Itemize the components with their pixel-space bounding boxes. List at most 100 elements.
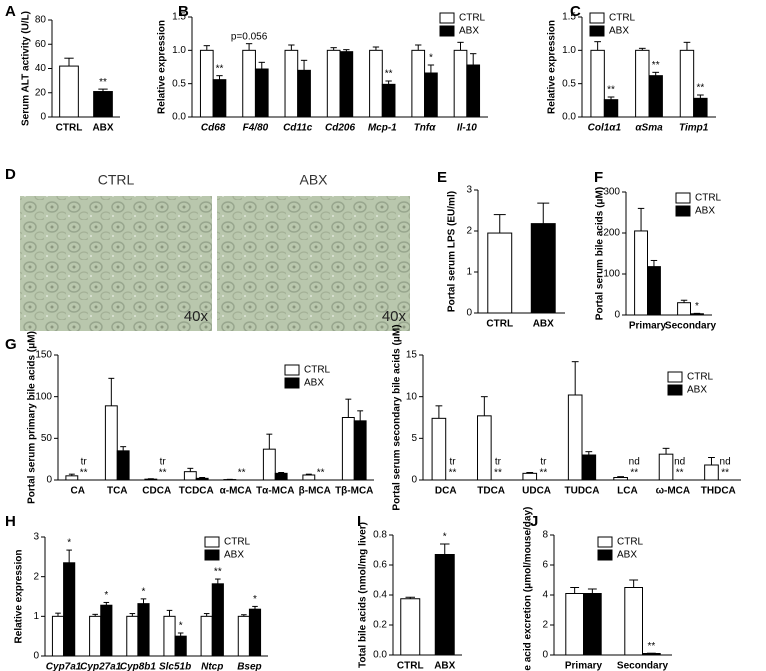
legend-label: ABX [224,550,244,561]
y-axis-label: Portal serum primary bile acids (μM) [27,331,38,504]
bar [565,593,584,656]
bar [341,417,355,481]
x-tick-label: F4/80 [243,123,269,134]
y-tick-label: 2 [542,620,548,631]
bar [59,65,79,118]
legend-swatch [597,536,613,548]
significance-label: ** [647,641,655,652]
y-tick-label: 0.0 [562,112,576,123]
x-tick-label: CTRL [56,123,83,134]
significance-label: ** [696,83,704,94]
legend-label: ABX [459,26,479,37]
significance-label: ** [652,60,660,71]
bar [63,562,76,657]
legend-swatch [284,364,300,376]
significance-label: ** [676,468,684,479]
significance-label: ** [385,69,393,80]
y-tick-label: 1.0 [172,45,186,56]
y-tick-label: 0 [614,310,620,321]
legend-swatch [589,12,605,24]
bar [642,653,661,656]
x-tick-label: CTRL [486,319,513,330]
y-tick-label: 0.5 [562,78,576,89]
y-tick-label: 0.4 [373,590,387,601]
x-tick-label: Cd11c [283,123,313,134]
y-tick-label: 40 [35,63,47,74]
x-tick-label: THDCA [701,486,736,497]
bar [254,68,269,118]
bar [583,593,602,656]
bar [530,223,556,314]
significance-label: ** [317,468,325,479]
note-label: tr [449,457,456,468]
bar [174,635,187,657]
note-label: nd [629,457,640,468]
y-tick-label: 0 [33,651,39,662]
y-tick-label: 0.5 [172,78,186,89]
legend-label: ABX [687,385,707,396]
magnification: 40x [184,308,209,325]
legend-swatch [675,205,691,217]
y-tick-label: 5 [411,433,417,444]
bar [453,49,468,118]
bar [104,405,118,481]
bar [487,232,513,314]
bar [381,83,396,118]
bar [590,49,605,118]
significance-label: p=0.056 [231,31,268,42]
x-tick-label: UDCA [522,486,551,497]
y-axis-label: Relative expression [157,20,168,114]
bar [434,554,455,656]
x-tick-label: Ntcp [201,662,223,671]
legend-swatch [284,377,300,389]
x-tick-label: Secondary [665,321,717,332]
bar [195,477,209,481]
bar [431,417,447,481]
y-tick-label: 20 [35,87,47,98]
legend-swatch [439,12,455,24]
significance-label: ** [539,468,547,479]
x-tick-label: Secondary [617,661,669,671]
x-tick-label: Mcp-1 [368,123,397,134]
legend-swatch [675,192,691,204]
x-tick-label: Tα-MCA [256,486,294,497]
magnification: 40x [382,308,407,325]
y-axis-label: Portal serum LPS (EU/ml) [447,191,458,312]
bar [424,72,438,118]
y-tick-label: 80 [35,15,47,26]
significance-label: ** [80,468,88,479]
significance-label: * [67,538,71,549]
x-tick-label: β-MCA [299,486,331,497]
legend-label: CTRL [224,537,251,548]
y-tick-label: 1.5 [172,12,186,23]
y-axis-label: Serum ALT activity (U/L) [21,11,32,126]
panel-letter: D [5,166,16,183]
bar [116,450,130,481]
x-tick-label: Tnfα [414,123,437,134]
bar [679,49,695,118]
legend-label: CTRL [695,193,722,204]
y-tick-label: 50 [41,433,53,444]
legend-label: CTRL [459,13,486,24]
y-axis-label: Relative expression [14,550,25,644]
x-tick-label: LCA [617,486,638,497]
bar [199,49,214,118]
x-tick-label: Cd206 [325,123,355,134]
bar [242,49,256,118]
bar [690,313,704,316]
significance-label: ** [214,567,222,578]
x-tick-label: αSma [635,123,663,134]
legend-swatch [589,25,605,37]
x-tick-label: ABX [92,123,113,134]
legend-label: ABX [609,26,629,37]
bar [581,454,597,481]
micrograph [20,196,212,331]
bar [211,583,224,657]
significance-label: * [695,301,699,312]
note-label: tr [540,457,547,468]
x-tick-label: ABX [533,319,554,330]
x-tick-label: Tβ-MCA [335,486,373,497]
significance-label: ** [494,468,502,479]
bar [522,472,538,481]
legend-swatch [667,371,683,383]
